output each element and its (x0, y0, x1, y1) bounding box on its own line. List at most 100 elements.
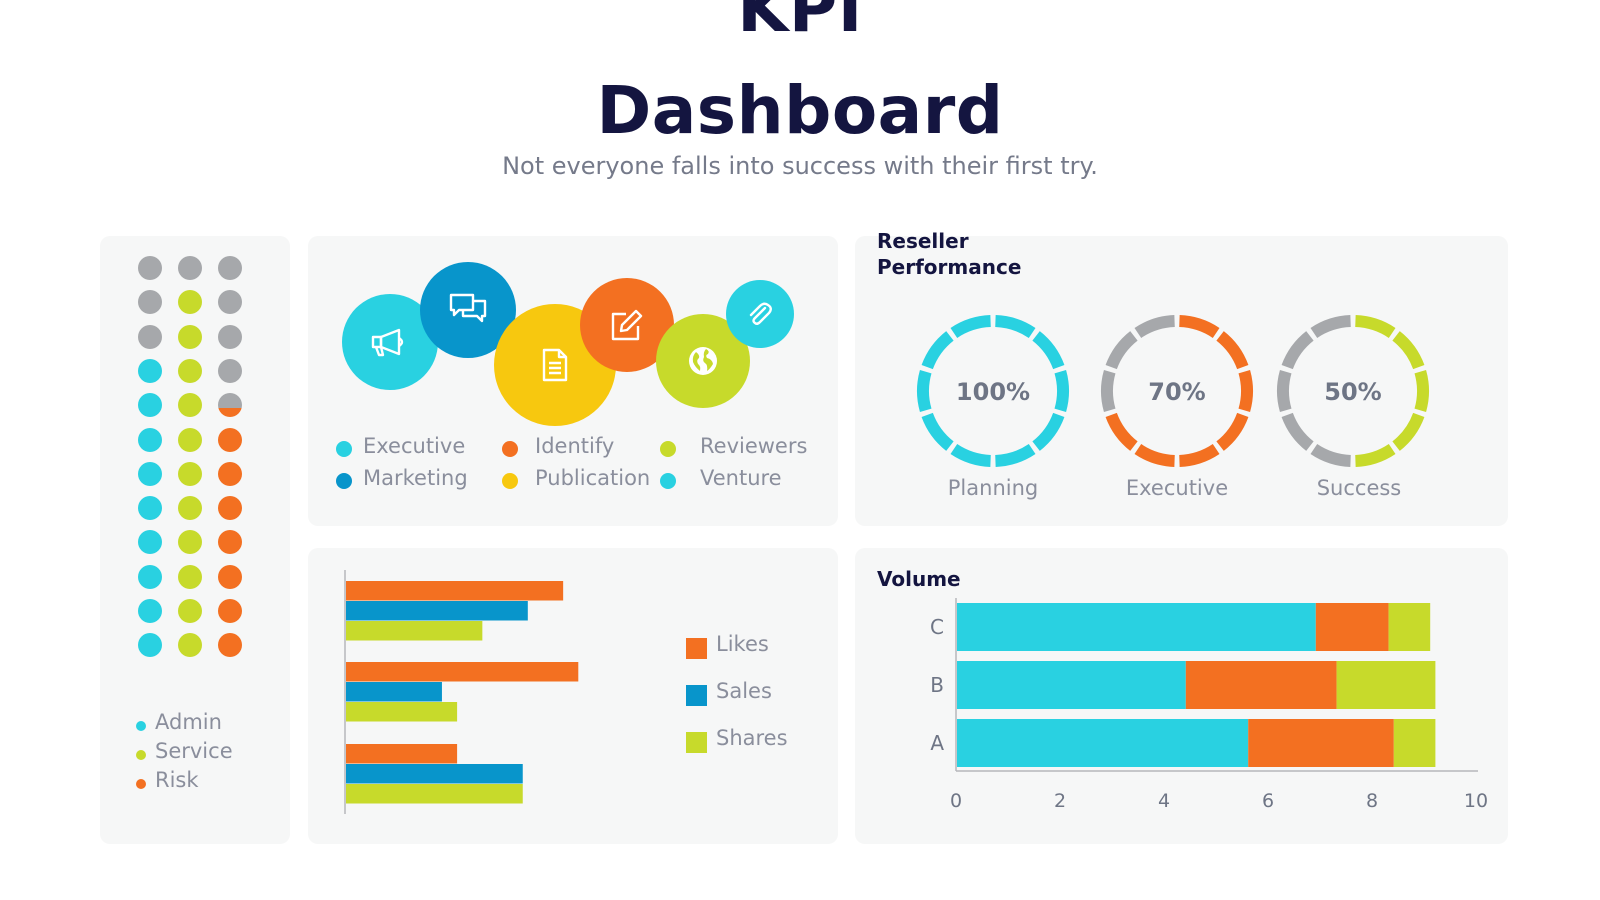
ring-label-success: Success (1316, 476, 1402, 500)
dot-2-3 (178, 324, 202, 349)
bar-sales-3 (346, 764, 523, 784)
volume-title: Volume (877, 567, 961, 591)
ring-segment (950, 315, 992, 339)
ring-segment (1032, 331, 1065, 370)
ring-segment (1414, 370, 1429, 412)
ring-segment (1105, 331, 1138, 370)
dot-2-1 (178, 256, 202, 280)
dot-2-4 (178, 358, 202, 383)
ring-segment (1032, 412, 1065, 451)
volume-bar-B-2 (1185, 661, 1337, 709)
legend-executive-swatch (336, 441, 352, 457)
ring-segment (994, 315, 1036, 339)
legend-reviewers-label: Reviewers (700, 434, 808, 458)
dot-3-12 (218, 633, 242, 658)
ring-segment (1054, 370, 1069, 412)
ring-segment (1178, 443, 1220, 467)
bar-sales-1 (346, 601, 528, 621)
legend-admin-label: Admin (155, 710, 222, 734)
dot-3-10 (218, 564, 242, 589)
ring-segment (1216, 331, 1249, 370)
dot-3-5 (218, 393, 242, 418)
dot-1-5 (138, 393, 162, 418)
legend-executive-label: Executive (363, 434, 466, 458)
bar-sales-2 (346, 682, 442, 702)
bar-likes-3 (346, 744, 458, 764)
legend-shares-swatch (686, 732, 707, 753)
ring-segment (1238, 370, 1253, 412)
dot-1-8 (138, 496, 162, 521)
legend-reviewers-swatch (660, 441, 676, 457)
volume-bar-A-1 (957, 719, 1249, 767)
volume-tick-0: 0 (950, 790, 962, 812)
legend-risk-swatch (136, 779, 146, 789)
legend-sales-label: Sales (716, 679, 772, 703)
dot-2-5 (178, 393, 202, 418)
bubble-paperclip (726, 280, 794, 348)
page-title-line1: KPI (737, 0, 863, 47)
ring-segment (1392, 331, 1425, 370)
ring-executive: 70% (1101, 315, 1253, 467)
legend-likes-swatch (686, 638, 707, 659)
dot-2-11 (178, 599, 202, 623)
dot-2-6 (178, 427, 202, 452)
paperclip-icon (749, 302, 772, 325)
legend-likes-label: Likes (716, 632, 769, 656)
globe-icon (689, 347, 717, 375)
dot-1-10 (138, 564, 162, 589)
volume-bar-B-3 (1336, 661, 1436, 709)
volume-bar-A-2 (1248, 719, 1394, 767)
grouped-bar-chart (344, 570, 579, 814)
dot-3-9 (218, 530, 242, 555)
bubbles-card: Executive Identify Reviewers Marketing P… (308, 236, 838, 526)
ring-segment (950, 443, 992, 467)
legend-admin-swatch (136, 721, 146, 731)
likes-sales-shares-card: Likes Sales Shares (308, 548, 838, 844)
dot-2-12 (178, 633, 202, 658)
ring-segment (1310, 443, 1352, 467)
bar-likes-1 (346, 581, 564, 601)
dot-1-2 (138, 290, 162, 315)
ring-segment (1105, 412, 1138, 451)
ring-segment (1216, 412, 1249, 451)
edit-icon (611, 309, 643, 341)
dot-2-8 (178, 496, 202, 521)
volume-stacked-bar-chart: A B C 0 2 4 6 8 10 (930, 598, 1488, 812)
ring-label-planning: Planning (947, 476, 1039, 500)
dot-3-4 (218, 358, 242, 383)
dot-2-7 (178, 461, 202, 486)
legend-identify-swatch (502, 441, 518, 457)
ring-planning: 100% (917, 315, 1069, 467)
dot-3-1 (218, 256, 242, 280)
ring-value-success: 50% (1324, 378, 1381, 406)
ring-value-executive: 70% (1148, 378, 1205, 406)
dot-3-7 (218, 461, 242, 486)
dot-1-3 (138, 324, 162, 349)
page-subtitle: Not everyone falls into success with the… (502, 152, 1098, 180)
ring-label-executive: Executive (1125, 476, 1229, 500)
dot-3-11 (218, 599, 242, 623)
volume-tick-2: 2 (1054, 790, 1066, 812)
ring-segment (1354, 443, 1396, 467)
ring-segment (921, 412, 954, 451)
dot-2-2 (178, 290, 202, 315)
volume-tick-10: 10 (1464, 790, 1488, 812)
volume-category-C: C (930, 615, 944, 639)
ring-segment (1134, 315, 1176, 339)
ring-segment (1178, 315, 1220, 339)
legend-venture-swatch (660, 473, 676, 489)
ring-value-planning: 100% (956, 378, 1030, 406)
reseller-title: Reseller Performance (877, 229, 1022, 279)
dot-1-4 (138, 358, 162, 383)
dot-3-2 (218, 290, 242, 315)
volume-bar-C-3 (1388, 603, 1431, 651)
legend-publication-swatch (502, 473, 518, 489)
volume-bar-C-2 (1315, 603, 1389, 651)
dot-1-6 (138, 427, 162, 452)
ring-segment (917, 370, 932, 412)
volume-bar-A-3 (1393, 719, 1436, 767)
ring-segment (1354, 315, 1396, 339)
legend-identify-label: Identify (535, 434, 615, 458)
dot-3-8 (218, 496, 242, 521)
volume-bar-B-1 (957, 661, 1186, 709)
